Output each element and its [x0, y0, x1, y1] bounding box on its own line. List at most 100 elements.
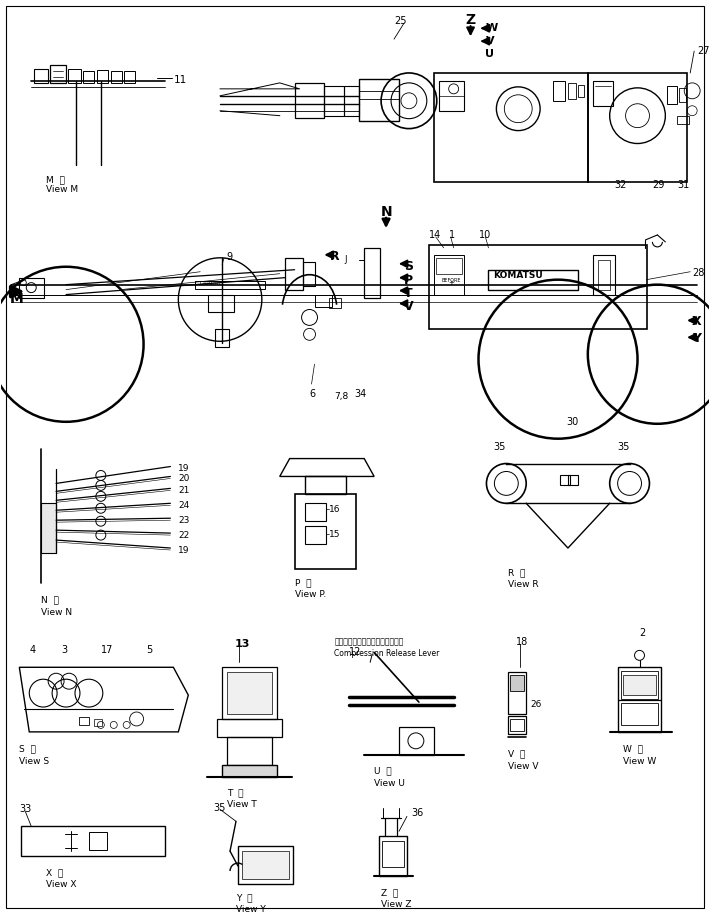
Text: 29: 29: [652, 181, 665, 191]
Text: M: M: [9, 292, 23, 305]
Bar: [208, 294, 234, 313]
Bar: [34, 69, 48, 83]
Bar: [622, 675, 656, 695]
Text: 26: 26: [530, 700, 542, 709]
Text: BEFORE: BEFORE: [441, 278, 461, 282]
Bar: [227, 672, 272, 714]
Text: 35: 35: [213, 803, 226, 813]
Text: 27: 27: [697, 46, 710, 56]
Bar: [679, 88, 686, 102]
Bar: [677, 116, 689, 124]
Text: View T: View T: [227, 801, 257, 810]
Text: 6: 6: [310, 389, 315, 399]
Text: 33: 33: [19, 804, 31, 814]
Bar: [195, 281, 265, 289]
Bar: [617, 668, 661, 732]
Bar: [295, 83, 325, 117]
Bar: [360, 79, 399, 121]
Bar: [215, 329, 229, 348]
Text: View M: View M: [46, 185, 78, 194]
Bar: [97, 70, 108, 83]
Text: Y  視: Y 視: [236, 893, 253, 902]
Text: J: J: [345, 255, 347, 264]
Text: V: V: [404, 300, 414, 313]
Bar: [667, 86, 677, 104]
Bar: [508, 716, 526, 734]
Text: U: U: [486, 50, 494, 59]
Text: 10: 10: [478, 230, 491, 240]
Text: 12: 12: [350, 647, 362, 657]
Text: N  視: N 視: [41, 596, 59, 604]
Bar: [315, 294, 333, 306]
Text: T: T: [404, 287, 412, 300]
Bar: [365, 248, 380, 297]
Bar: [598, 260, 609, 290]
Text: GRADALL: GRADALL: [200, 281, 226, 286]
Text: R  視: R 視: [508, 568, 525, 577]
Bar: [578, 85, 584, 97]
Bar: [568, 476, 578, 485]
Bar: [568, 83, 576, 99]
Text: X: X: [692, 315, 702, 328]
Bar: [79, 717, 89, 725]
Bar: [508, 672, 526, 714]
Text: View R: View R: [508, 580, 539, 589]
Text: 32: 32: [614, 181, 627, 191]
Text: コンプレッションリリースレバー: コンプレッションリリースレバー: [335, 637, 404, 646]
Bar: [621, 671, 659, 699]
Text: View U: View U: [374, 779, 405, 788]
Bar: [111, 71, 122, 83]
Bar: [50, 65, 66, 83]
Bar: [21, 826, 165, 856]
Bar: [345, 86, 360, 116]
Bar: [588, 73, 687, 182]
Text: 1: 1: [449, 230, 455, 240]
Text: V: V: [486, 36, 494, 46]
Text: Compression Release Lever: Compression Release Lever: [335, 649, 440, 658]
Text: R: R: [330, 249, 339, 263]
Text: 35: 35: [617, 442, 630, 452]
Bar: [41, 503, 56, 553]
Text: 30: 30: [566, 417, 578, 426]
Bar: [305, 526, 326, 544]
Bar: [330, 297, 341, 307]
Text: M  視: M 視: [46, 175, 65, 184]
Text: 25: 25: [394, 17, 407, 27]
Bar: [511, 675, 524, 691]
Text: 5: 5: [147, 646, 153, 656]
Bar: [593, 81, 612, 105]
Text: View V: View V: [508, 762, 539, 770]
Bar: [68, 69, 81, 83]
Text: 28: 28: [692, 268, 705, 278]
Text: V  視: V 視: [508, 750, 525, 758]
Text: X  視: X 視: [46, 868, 63, 877]
Text: 11: 11: [174, 75, 187, 85]
Bar: [429, 245, 647, 329]
Text: T  視: T 視: [227, 789, 244, 798]
Text: 34: 34: [355, 389, 367, 399]
Text: 13: 13: [235, 639, 251, 649]
Bar: [242, 851, 288, 879]
Bar: [560, 476, 570, 485]
Text: P: P: [404, 273, 413, 287]
Text: +: +: [449, 280, 454, 286]
Bar: [217, 719, 282, 737]
Text: View Z: View Z: [381, 900, 412, 909]
Text: KOMATSU: KOMATSU: [493, 271, 543, 280]
Text: S: S: [404, 260, 413, 272]
Text: View S: View S: [19, 757, 49, 766]
Text: 23: 23: [178, 516, 189, 525]
Bar: [303, 261, 315, 285]
Text: 35: 35: [493, 442, 506, 452]
Text: 9: 9: [226, 252, 232, 262]
Bar: [83, 71, 94, 83]
Text: P  視: P 視: [295, 578, 311, 587]
Text: W: W: [486, 23, 498, 33]
Text: 21: 21: [178, 486, 189, 495]
Text: 4: 4: [29, 646, 36, 656]
Bar: [488, 270, 578, 290]
Text: 14: 14: [429, 230, 441, 240]
Bar: [511, 719, 524, 731]
Bar: [295, 494, 356, 569]
Text: 7,8: 7,8: [335, 392, 349, 401]
